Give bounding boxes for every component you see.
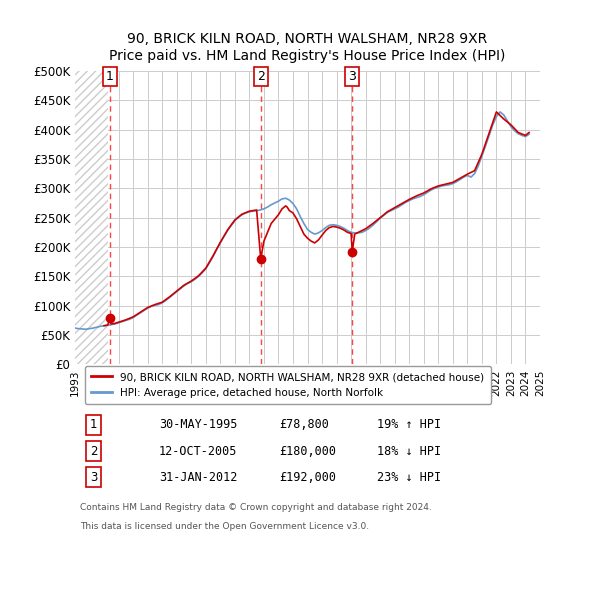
Text: 12-OCT-2005: 12-OCT-2005 (158, 445, 237, 458)
Text: 2: 2 (257, 70, 265, 83)
Text: 1: 1 (90, 418, 97, 431)
Text: Contains HM Land Registry data © Crown copyright and database right 2024.: Contains HM Land Registry data © Crown c… (80, 503, 431, 512)
Text: 2: 2 (90, 445, 97, 458)
Text: 19% ↑ HPI: 19% ↑ HPI (377, 418, 442, 431)
Text: £78,800: £78,800 (280, 418, 329, 431)
Text: 3: 3 (349, 70, 356, 83)
Legend: 90, BRICK KILN ROAD, NORTH WALSHAM, NR28 9XR (detached house), HPI: Average pric: 90, BRICK KILN ROAD, NORTH WALSHAM, NR28… (85, 366, 491, 404)
Text: £180,000: £180,000 (280, 445, 337, 458)
Text: 31-JAN-2012: 31-JAN-2012 (158, 471, 237, 484)
Text: This data is licensed under the Open Government Licence v3.0.: This data is licensed under the Open Gov… (80, 522, 369, 531)
Text: £192,000: £192,000 (280, 471, 337, 484)
Text: 1: 1 (106, 70, 114, 83)
Text: 23% ↓ HPI: 23% ↓ HPI (377, 471, 442, 484)
Title: 90, BRICK KILN ROAD, NORTH WALSHAM, NR28 9XR
Price paid vs. HM Land Registry's H: 90, BRICK KILN ROAD, NORTH WALSHAM, NR28… (109, 32, 506, 63)
Text: 3: 3 (90, 471, 97, 484)
Text: 18% ↓ HPI: 18% ↓ HPI (377, 445, 442, 458)
Text: 30-MAY-1995: 30-MAY-1995 (158, 418, 237, 431)
